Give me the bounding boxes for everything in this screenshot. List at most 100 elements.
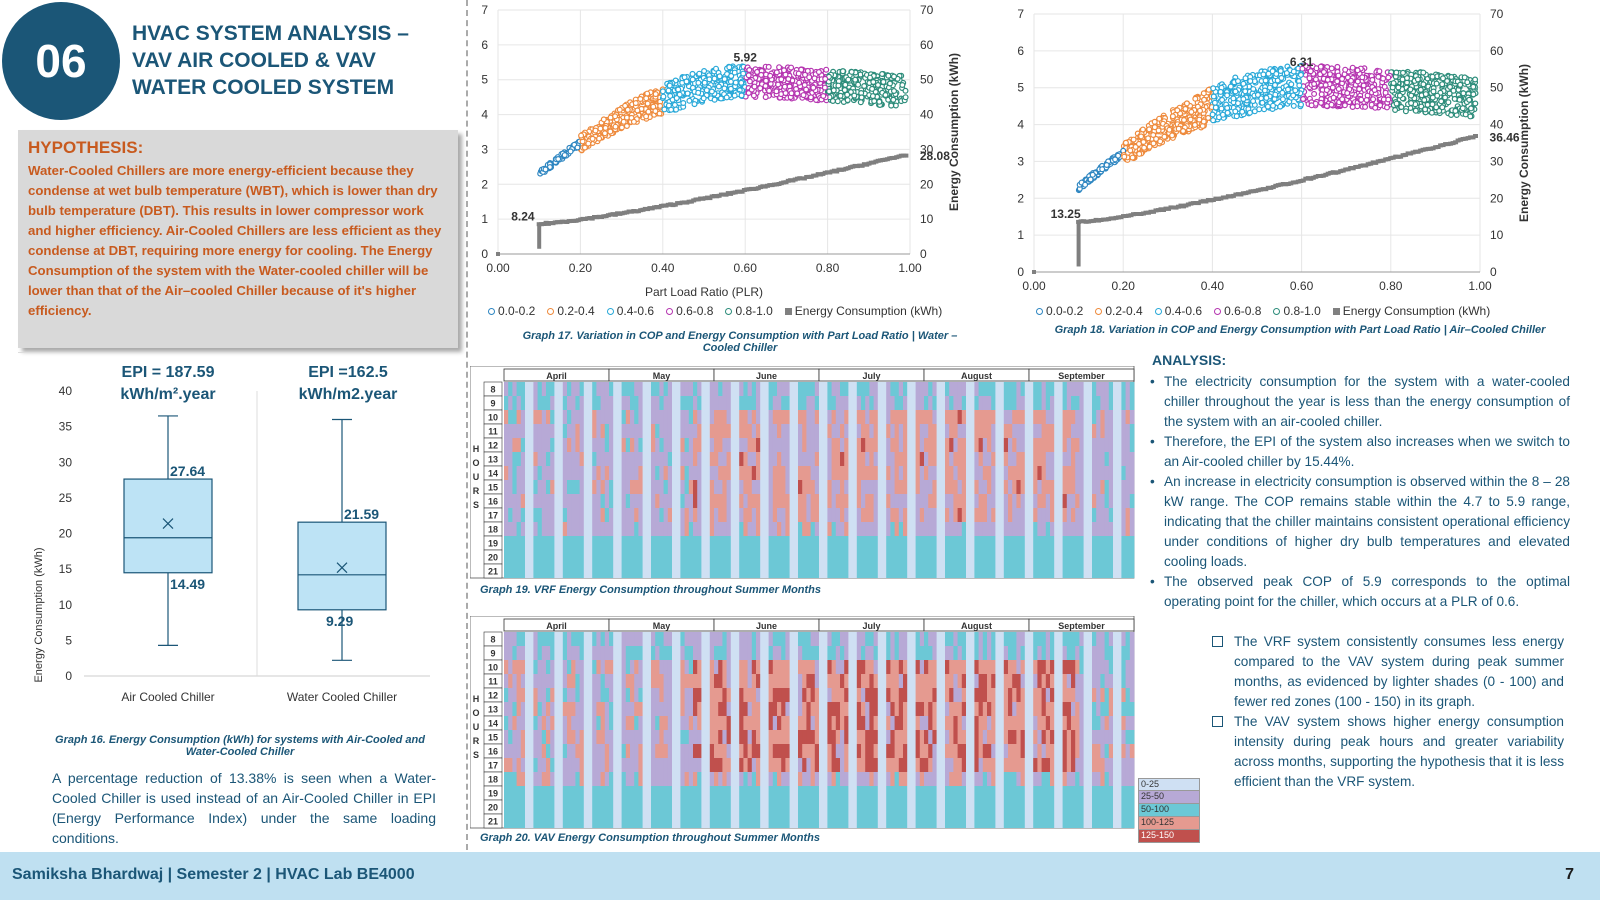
heatmap-cell: [520, 396, 526, 410]
legend-label: 0.4-0.6: [1164, 304, 1203, 318]
category-label: Water Cooled Chiller: [287, 690, 397, 704]
cop-point: [806, 74, 813, 81]
heatmap-cell: [1054, 536, 1059, 550]
heatmap-cell: [953, 522, 958, 536]
heatmap-cell: [877, 522, 883, 536]
cop-point: [1283, 70, 1290, 77]
heatmap-cell: [663, 382, 669, 396]
heatmap-cell: [1041, 494, 1047, 508]
heatmap-cell: [869, 396, 874, 410]
heatmap-cell: [714, 508, 719, 522]
heatmap-cell: [852, 396, 858, 410]
heatmap-cell: [676, 480, 681, 494]
heatmap-cell: [915, 508, 921, 522]
heatmap-cell: [760, 536, 765, 550]
cop-point: [820, 92, 827, 99]
heatmap-cell: [604, 382, 610, 396]
heatmap-cell: [655, 522, 660, 536]
epi-water-label: EPI =162.5 kWh/m2.year: [298, 364, 398, 403]
heatmap-cell: [936, 466, 942, 480]
heatmap-cell: [970, 466, 975, 480]
heatmap-cell: [945, 564, 950, 578]
cop-point: [684, 90, 691, 97]
heatmap-cell: [630, 452, 635, 466]
heatmap-cell: [982, 452, 988, 466]
heatmap-cell: [877, 550, 883, 564]
heatmap-cell: [970, 410, 975, 424]
heatmap-cell: [966, 466, 971, 480]
cop-point: [1141, 144, 1148, 151]
heatmap-cell: [747, 396, 753, 410]
heatmap-cell: [651, 396, 656, 410]
heatmap-cell: [504, 536, 509, 550]
cop-point: [1277, 67, 1284, 74]
heatmap-cell: [1079, 550, 1084, 564]
heatmap-cell: [798, 452, 803, 466]
heatmap-cell: [1066, 452, 1072, 466]
heatmap-cell: [676, 452, 681, 466]
heatmap-cell: [504, 438, 509, 452]
heatmap-cell: [638, 536, 643, 550]
heatmap-cell: [1008, 452, 1013, 466]
heatmap-cell: [512, 438, 517, 452]
heatmap-cell: [785, 396, 790, 410]
heatmap-cell: [953, 466, 958, 480]
heatmap-cell: [722, 410, 727, 424]
cop-point: [1446, 90, 1453, 97]
heatmap-cell: [714, 410, 719, 424]
heatmap-cell: [873, 480, 879, 494]
heatmap-cell: [974, 438, 979, 452]
heatmap-cell: [739, 480, 744, 494]
hour-label: 9: [490, 399, 495, 409]
heatmap-cell: [1012, 438, 1017, 452]
cop-point: [852, 76, 859, 83]
cop-point: [1466, 96, 1473, 103]
cop-point: [1272, 91, 1279, 98]
heatmap-cell: [928, 536, 933, 550]
heatmap-cell: [630, 522, 635, 536]
cop-point: [1296, 82, 1303, 89]
cop-point: [1390, 80, 1397, 87]
heatmap-cell: [953, 508, 958, 522]
heatmap-cell: [1012, 522, 1017, 536]
heatmap-cell: [915, 536, 921, 550]
heatmap-cell: [949, 564, 954, 578]
cop-point: [1151, 124, 1158, 131]
heatmap-cell: [533, 410, 538, 424]
heatmap-cell: [1079, 438, 1084, 452]
y1-tick-label: 6: [1017, 44, 1024, 58]
heatmap-cell: [1062, 424, 1068, 438]
heatmap-cell: [672, 550, 677, 564]
heatmap-cell: [1003, 536, 1009, 550]
heatmap-cell: [697, 508, 702, 522]
heatmap-cell: [743, 424, 748, 438]
cop-point: [726, 64, 733, 71]
energy-point: [1106, 217, 1112, 222]
heatmap-cell: [991, 494, 996, 508]
heatmap-cell: [1066, 438, 1072, 452]
heatmap-cell: [756, 410, 761, 424]
heatmap-cell: [865, 480, 870, 494]
heatmap-cell: [512, 396, 517, 410]
heatmap-cell: [877, 564, 883, 578]
cop-point: [781, 83, 788, 90]
heatmap-cell: [974, 424, 979, 438]
heatmap-cell: [764, 522, 769, 536]
energy-point: [1463, 136, 1469, 141]
cop-point: [1089, 171, 1096, 178]
heatmap-cell: [945, 480, 950, 494]
heatmap-cell: [642, 536, 648, 550]
heatmap-cell: [844, 494, 849, 508]
cop-point: [1396, 92, 1403, 99]
cop-point: [650, 103, 657, 110]
heatmap-cell: [655, 494, 660, 508]
heatmap-cell: [743, 536, 748, 550]
cop-point: [1324, 76, 1331, 83]
heatmap-cell: [911, 536, 916, 550]
heatmap-cell: [693, 452, 698, 466]
heatmap-cell: [659, 396, 664, 410]
cop-point: [844, 97, 851, 104]
heatmap-cell: [558, 382, 564, 396]
heatmap-cell: [1066, 494, 1072, 508]
heatmap-cell: [516, 452, 522, 466]
